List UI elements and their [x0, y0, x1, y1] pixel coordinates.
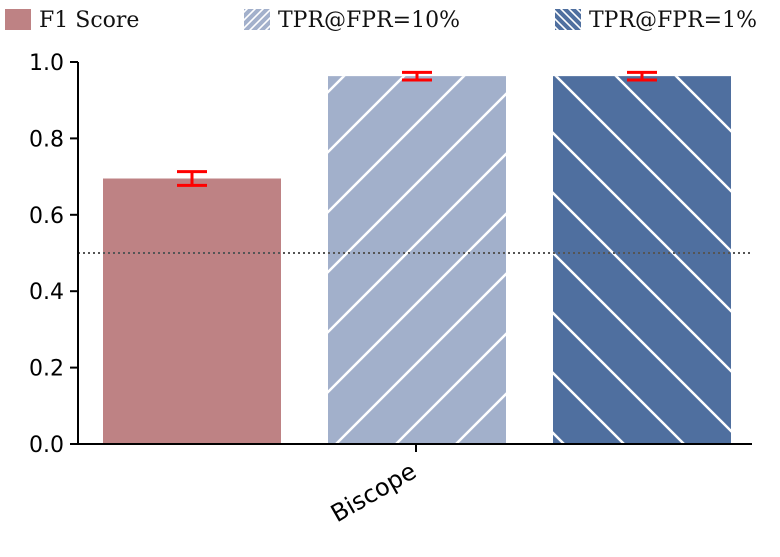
- y-tick-label: 1.0: [29, 51, 64, 76]
- y-tick-label: 0.6: [29, 204, 64, 229]
- x-tick-label: Biscope: [326, 457, 421, 528]
- error-bar-tpr-fpr-10: [402, 70, 432, 82]
- y-tick-label: 0.0: [29, 433, 64, 458]
- y-tick-label: 0.2: [29, 357, 64, 382]
- bars-group: [103, 76, 731, 444]
- legend-label: TPR@FPR=10%: [278, 8, 460, 33]
- legend-item-tpr-fpr-10: TPR@FPR=10%: [244, 8, 460, 33]
- legend-label: TPR@FPR=1%: [589, 8, 757, 33]
- bar-hatch-tpr-fpr-10: [328, 76, 506, 444]
- error-bar-tpr-fpr-1: [627, 70, 657, 82]
- bar-f1-score: [103, 178, 281, 444]
- error-bars-group: [177, 70, 657, 187]
- legend-item-f1-score: F1 Score: [5, 8, 139, 33]
- legend-swatch: [5, 9, 31, 30]
- bar-hatch-tpr-fpr-1: [553, 76, 731, 444]
- y-tick-label: 0.8: [29, 127, 64, 152]
- legend: F1 Score TPR@FPR=10% TPR@FPR=1%: [5, 8, 757, 33]
- error-bar-f1-score: [177, 170, 207, 187]
- y-tick-label: 0.4: [29, 280, 64, 305]
- legend-item-tpr-fpr-1: TPR@FPR=1%: [555, 8, 757, 33]
- legend-label: F1 Score: [39, 8, 139, 33]
